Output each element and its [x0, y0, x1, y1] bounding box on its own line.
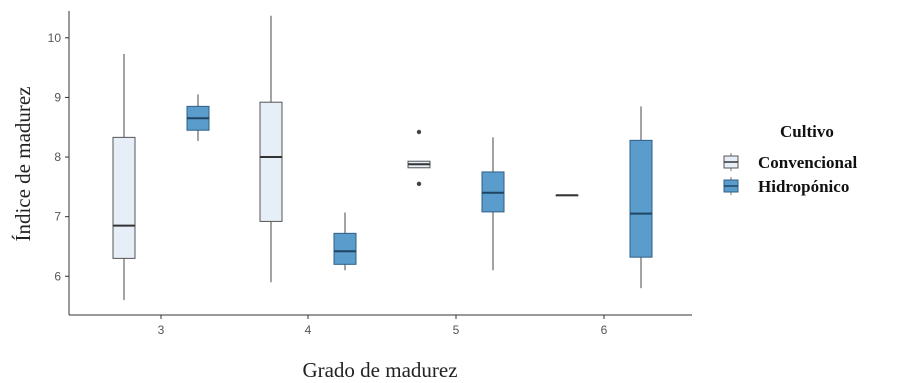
legend-items: Convencional Hidropónico	[723, 153, 857, 196]
legend-label: Convencional	[758, 153, 857, 172]
box-hidropnico-4	[333, 212, 357, 271]
x-tick-label: 5	[453, 323, 460, 337]
x-axis-title: Grado de madurez	[302, 358, 457, 382]
y-tick-label: 7	[54, 210, 61, 224]
y-tick-label: 8	[54, 150, 61, 164]
legend-title: Cultivo	[780, 122, 834, 141]
box-convencional-4	[259, 15, 283, 283]
y-axis-title: Índice de madurez	[11, 86, 35, 241]
x-ticks: 3 4 5 6	[158, 315, 608, 337]
box-convencional-5	[407, 129, 431, 187]
box-iqr	[629, 139, 653, 258]
x-tick-label: 4	[305, 323, 312, 337]
box-convencional-6	[555, 194, 579, 197]
box-hidropnico-6	[629, 106, 653, 289]
outlier-point	[416, 129, 422, 135]
legend: Cultivo Convencional Hidropónico	[723, 122, 857, 196]
x-tick-label: 6	[601, 323, 608, 337]
x-tick-label: 3	[158, 323, 165, 337]
plot-area: 6 7 8 9 10 3 4 5 6	[48, 11, 692, 337]
box-convencional-3	[112, 53, 136, 301]
box-iqr	[112, 136, 136, 259]
outlier-point	[416, 181, 422, 187]
legend-item-hidropnico: Hidropónico	[723, 177, 849, 196]
legend-label: Hidropónico	[758, 177, 849, 196]
y-tick-label: 6	[54, 269, 61, 283]
y-tick-label: 9	[54, 90, 61, 104]
legend-item-convencional: Convencional	[723, 153, 857, 172]
box-iqr	[333, 232, 357, 265]
y-tick-label: 10	[48, 31, 62, 45]
boxes	[112, 15, 653, 301]
y-ticks: 6 7 8 9 10	[48, 31, 69, 283]
box-hidropnico-3	[186, 94, 210, 141]
box-hidropnico-5	[481, 137, 505, 271]
box-iqr	[259, 101, 283, 222]
